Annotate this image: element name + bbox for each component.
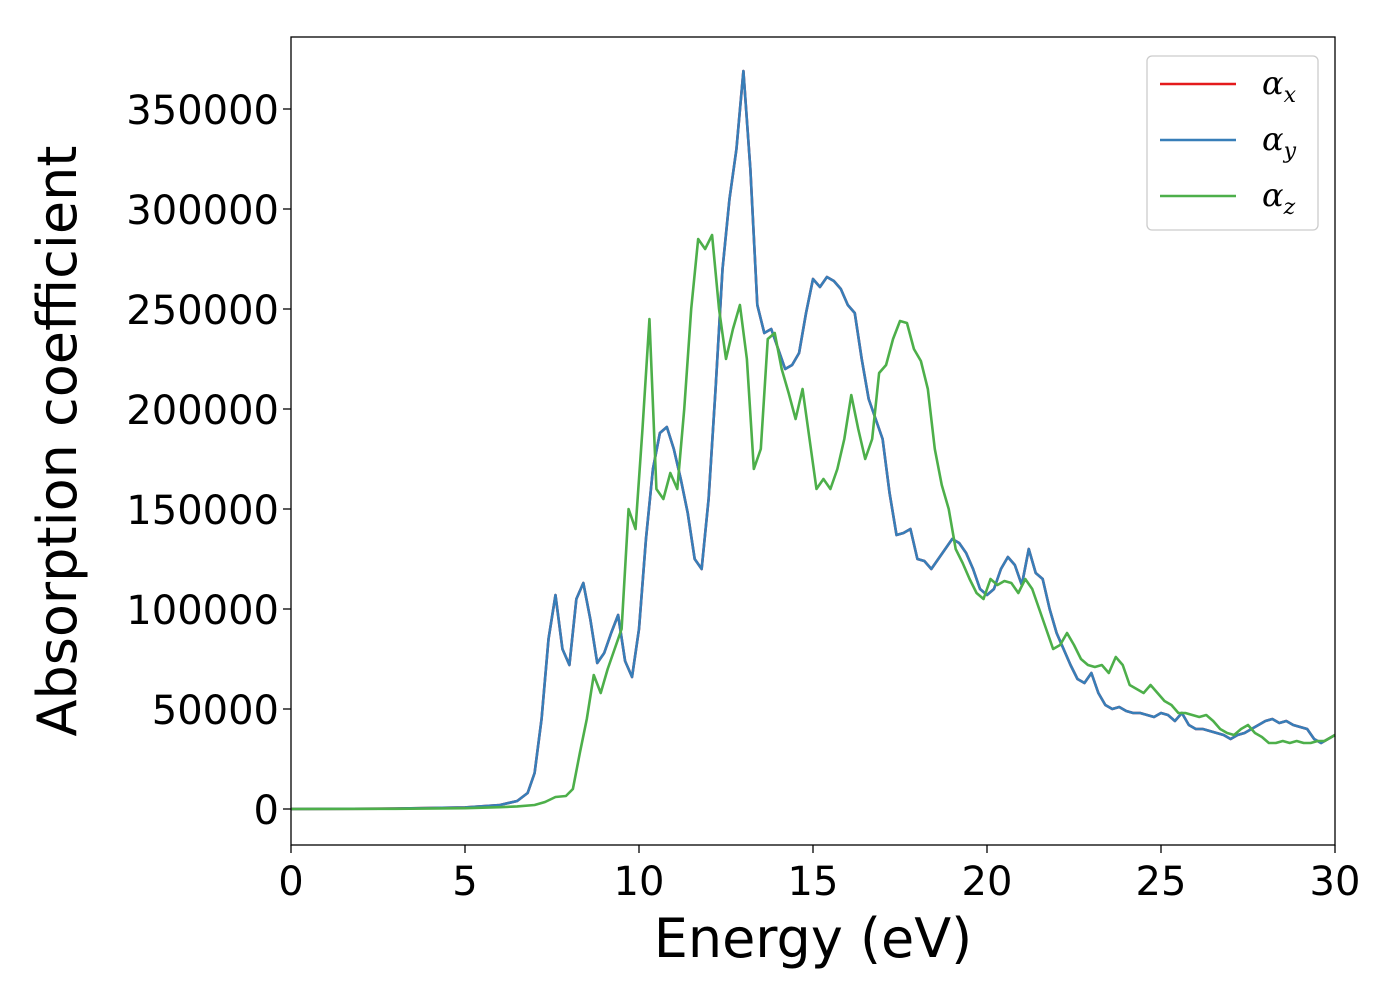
- y-tick-label: 200000: [126, 388, 279, 434]
- x-tick-label: 5: [452, 859, 477, 905]
- x-tick-label: 25: [1136, 859, 1187, 905]
- series-layer: [290, 69, 1336, 811]
- series-line-y: [290, 69, 1336, 811]
- legend-subscript-x: x: [1284, 83, 1297, 108]
- y-tick-label: 250000: [126, 288, 279, 334]
- x-tick-label: 30: [1310, 859, 1361, 905]
- x-tick-label: 0: [278, 859, 303, 905]
- legend-box: [1146, 55, 1319, 231]
- y-tick-label: 50000: [152, 688, 279, 734]
- x-tick-label: 20: [962, 859, 1013, 905]
- x-tick-label: 15: [788, 859, 839, 905]
- y-axis-ticks: 0 50000 100000 150000 200000 250000 300000 3500…: [126, 88, 291, 834]
- y-tick-label: 350000: [126, 88, 279, 134]
- x-axis-ticks: 0 5 10 15 20 25 30: [278, 845, 1360, 905]
- legend-subscript-y: y: [1283, 139, 1297, 164]
- y-tick-label: 0: [254, 788, 279, 834]
- y-tick-label: 100000: [126, 588, 279, 634]
- series-line-z: [290, 233, 1336, 811]
- legend-subscript-z: z: [1283, 195, 1296, 220]
- x-axis-title: Energy (eV): [654, 907, 973, 970]
- x-tick-label: 10: [614, 859, 665, 905]
- y-axis-title: Absorption coefficient: [26, 146, 89, 737]
- y-tick-label: 150000: [126, 488, 279, 534]
- y-tick-label: 300000: [126, 188, 279, 234]
